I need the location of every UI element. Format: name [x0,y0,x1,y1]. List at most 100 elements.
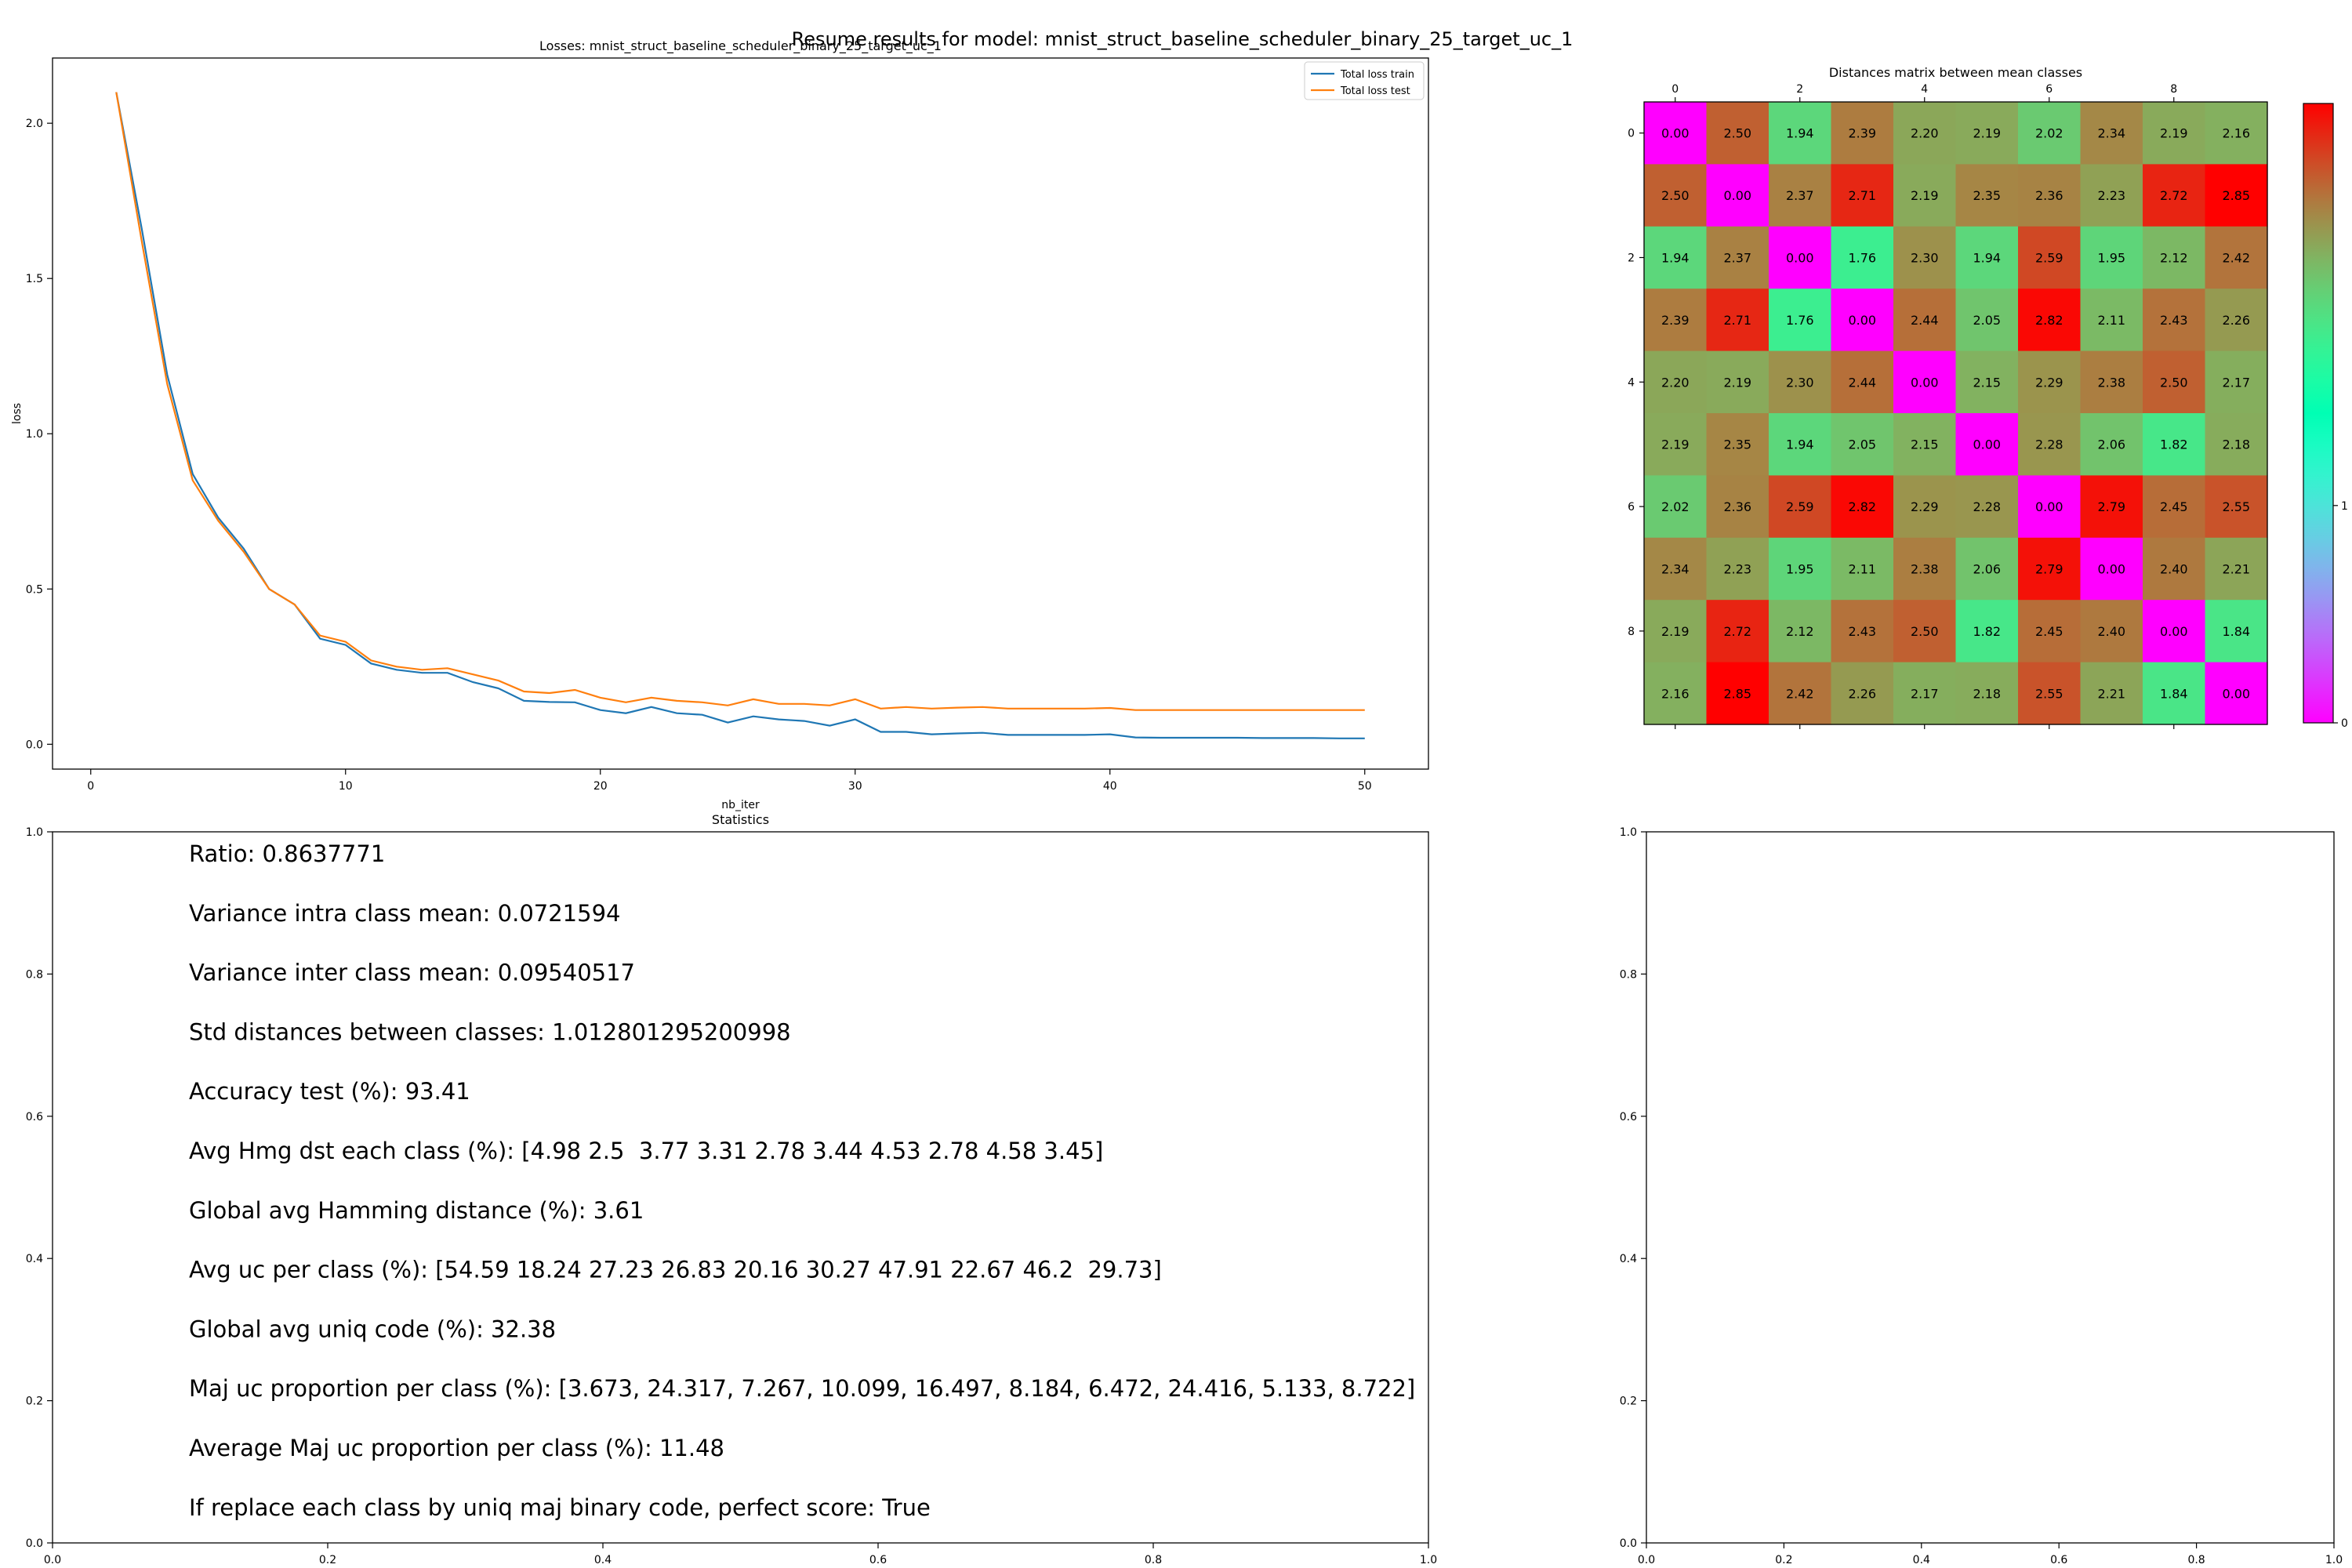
heatmap-cell [1769,102,1832,165]
heatmap-cell [1955,226,2019,289]
heatmap-cell-label: 2.85 [1723,686,1751,701]
stats-line: Ratio: 0.8637771 [189,840,385,867]
heatmap-cell [2143,289,2206,352]
heatmap-cell [1831,350,1894,414]
colorbar-tick-label: 0 [2341,717,2348,730]
stats-line: Global avg uniq code (%): 32.38 [189,1316,556,1342]
heatmap-cell-label: 2.37 [1723,251,1751,266]
heatmap-cell-label: 2.06 [1973,562,2001,577]
heatmap-cell-label: 2.21 [2097,686,2125,701]
stats-line: Variance intra class mean: 0.0721594 [189,900,620,927]
stats-y-tick-label: 0.0 [26,1537,43,1550]
heatmap-cell [2143,226,2206,289]
heatmap-cell-label: 1.84 [2222,624,2250,639]
heatmap-cell-label: 2.50 [1911,624,1939,639]
loss-x-tick-label: 30 [848,780,862,793]
loss-x-tick-label: 20 [593,780,608,793]
heatmap-cell-label: 1.95 [1786,562,1814,577]
loss-series-line-1 [115,92,1365,711]
stats-line: Avg Hmg dst each class (%): [4.98 2.5 3.… [189,1138,1103,1164]
heatmap-cell [2143,537,2206,601]
heatmap-cell-label: 2.12 [1786,624,1814,639]
heatmap-cell [1769,164,1832,227]
stats-line: Variance inter class mean: 0.09540517 [189,960,635,986]
heatmap-cell-label: 2.36 [2035,188,2063,203]
heatmap-cell-label: 2.43 [2160,313,2188,328]
heatmap-cell-label: 2.19 [1973,126,2001,141]
heatmap-cell [2080,600,2143,663]
statistics-panel: 0.0 0.2 0.4 0.6 0.8 1.0 0.0 0.2 0.4 0.6 0.8 1.0 Stat… [26,812,1437,1566]
heatmap-cell-label: 2.42 [1786,686,1814,701]
heatmap-cell-label: 1.82 [1973,624,2001,639]
loss-legend-label: Total loss test [1340,85,1410,97]
heatmap-cell [1955,289,2019,352]
heatmap-cell [2205,413,2268,476]
stats-x-tick-label: 0.2 [319,1554,336,1566]
heatmap-cell-label: 2.29 [1911,499,1939,514]
heatmap-cell-label: 2.35 [1973,188,2001,203]
heatmap-cell-label: 2.44 [1848,375,1876,390]
heatmap-cell-label: 0.00 [2222,686,2250,701]
heatmap-cell-label: 2.15 [1911,437,1939,452]
heatmap-cell [2143,413,2206,476]
heatmap-cell [1831,537,1894,601]
empty-x-tick-label: 0.6 [2050,1554,2067,1566]
heatmap-cell [2080,164,2143,227]
heatmap-cell [1769,350,1832,414]
heatmap-cell-label: 2.40 [2097,624,2125,639]
empty-y-tick-label: 0.4 [1620,1253,1637,1265]
heatmap-cell-label: 1.94 [1786,126,1814,141]
stats-line: Global avg Hamming distance (%): 3.61 [189,1197,644,1224]
heatmap-cell-label: 2.34 [1661,562,1690,577]
heatmap-cell-label: 1.95 [2097,251,2125,266]
heatmap-cell [1769,226,1832,289]
heatmap-cell [1955,164,2019,227]
heatmap-cell-label: 0.00 [2097,562,2125,577]
colorbar [2303,103,2334,724]
heatmap-cell-label: 2.43 [1848,624,1876,639]
heatmap-cell-label: 2.50 [2160,375,2188,390]
heatmap-cell [2205,600,2268,663]
heatmap-cell-label: 2.39 [1661,313,1690,328]
heatmap-cell-label: 0.00 [2035,499,2063,514]
heatmap-cell-label: 2.44 [1911,313,1939,328]
heatmap-y-tick-label: 6 [1628,501,1635,514]
heatmap-cell-label: 2.12 [2160,251,2188,266]
heatmap-cell-label: 2.45 [2160,499,2188,514]
heatmap-cell [2143,475,2206,539]
heatmap-y-tick-label: 8 [1628,626,1635,638]
loss-chart-title: Losses: mnist_struct_baseline_scheduler_… [539,38,942,54]
loss-y-tick-label: 1.0 [26,428,43,441]
heatmap-cell [2018,475,2082,539]
heatmap-title: Distances matrix between mean classes [1829,65,2082,80]
heatmap-cell-label: 2.26 [1848,686,1876,701]
heatmap-cell-label: 0.00 [1723,188,1751,203]
heatmap-x-tick-label: 0 [1671,83,1679,96]
heatmap-cell [1831,226,1894,289]
heatmap-x-tick-label: 4 [1921,83,1928,96]
heatmap-cell-label: 2.06 [2097,437,2125,452]
heatmap-cell [1955,662,2019,725]
heatmap-cell-label: 2.85 [2222,188,2250,203]
heatmap-cell [1644,600,1708,663]
heatmap-cell-label: 2.20 [1911,126,1939,141]
heatmap-cell-label: 2.05 [1973,313,2001,328]
heatmap-cell-label: 2.21 [2222,562,2250,577]
heatmap-cell-label: 1.76 [1848,251,1876,266]
heatmap-cell-label: 2.26 [2222,313,2250,328]
heatmap-cell [1706,600,1769,663]
heatmap-cell [1893,102,1957,165]
heatmap-cell [1955,600,2019,663]
heatmap-cell [1644,413,1708,476]
heatmap-y-tick-label: 2 [1628,252,1635,265]
heatmap-cell-label: 2.19 [1911,188,1939,203]
heatmap-cell [1893,413,1957,476]
heatmap-cell [2018,537,2082,601]
heatmap-cell-label: 2.36 [1723,499,1751,514]
heatmap-cell [1644,164,1708,227]
heatmap-cell-label: 2.82 [1848,499,1876,514]
heatmap-cell [1769,413,1832,476]
stats-y-tick-label: 0.6 [26,1111,43,1123]
heatmap-cell [2080,226,2143,289]
